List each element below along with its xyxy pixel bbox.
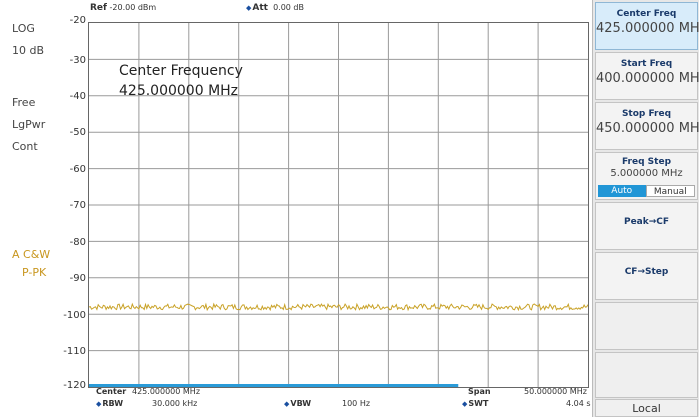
swt-value: 4.04 s [566,399,591,408]
ref-level: Ref -20.00 dBm [90,3,157,13]
local-key[interactable]: Local [595,399,698,417]
cf-to-step-key[interactable]: CF→Step [595,252,698,300]
y-tick-label: -70 [69,200,86,211]
diamond-icon: ◆ [96,400,102,408]
spectrum-graph [89,23,588,387]
span-label: Span [468,387,491,396]
cf-to-step-label: CF→Step [624,267,669,277]
empty-softkey[interactable] [595,302,698,350]
vbw: ◆VBW [284,399,312,408]
y-tick-label: -90 [69,273,86,284]
y-tick-label: -100 [63,310,86,321]
top-info-bar: Ref -20.00 dBm ◆Att 0.00 dB [62,0,592,22]
trace-line [89,302,588,312]
y-tick-label: -30 [69,55,86,66]
diamond-icon: ◆ [462,400,468,408]
left-status-panel: LOG 10 dB Free LgPwr Cont A C&W P-PK [0,0,62,417]
local-label: Local [632,402,661,415]
freq-step-key[interactable]: Freq Step 5.000000 MHz Auto Manual [595,152,698,200]
manual-option[interactable]: Manual [645,185,695,197]
marker-value: 425.000000 MHz [119,83,239,99]
center-value: 425.000000 MHz [132,387,201,396]
attenuation: ◆Att 0.00 dB [246,3,304,13]
detector-mode: LgPwr [12,118,46,131]
rbw: ◆RBW [96,399,124,408]
center-label: Center [96,387,127,396]
peak-to-cf-key[interactable]: Peak→CF [595,202,698,250]
freq-step-value: 5.000000 MHz [610,168,683,179]
stop-freq-value: 450.000000 MHz [596,121,699,136]
y-tick-label: -50 [69,127,86,138]
start-freq-value: 400.000000 MHz [596,71,699,86]
y-tick-label: -60 [69,164,86,175]
sweep-mode: Cont [12,140,38,153]
sweep-progress-bar [89,384,459,387]
scale-div: 10 dB [12,44,45,57]
trace-label: A C&W [12,248,51,261]
stop-freq-title: Stop Freq [621,109,672,119]
center-freq-title: Center Freq [616,9,677,19]
freq-step-title: Freq Step [621,157,672,167]
center-freq-key[interactable]: Center Freq 425.000000 MHz [595,2,699,50]
trace-mode: P-PK [22,266,47,279]
center-freq-value: 425.000000 MHz [596,21,699,36]
vbw-value: 100 Hz [342,399,371,408]
y-tick-label: -110 [63,346,86,357]
peak-to-cf-label: Peak→CF [623,217,670,227]
y-tick-label: -120 [63,380,86,391]
marker-title: Center Frequency [119,63,243,79]
softkey-panel: Center Freq 425.000000 MHz Start Freq 40… [592,0,699,417]
y-tick-label: -40 [69,91,86,102]
y-tick-label: -20 [69,15,86,26]
diamond-icon: ◆ [284,400,290,408]
auto-option[interactable]: Auto [598,185,646,197]
start-freq-title: Start Freq [620,59,673,69]
empty-softkey[interactable] [595,352,698,398]
rbw-value: 30.000 kHz [152,399,198,408]
y-tick-label: -80 [69,237,86,248]
trigger-mode: Free [12,96,36,109]
span-value: 50.000000 MHz [524,387,587,396]
stop-freq-key[interactable]: Stop Freq 450.000000 MHz [595,102,699,150]
swt: ◆SWT [462,399,489,408]
auto-manual-toggle[interactable]: Auto Manual [598,185,695,197]
start-freq-key[interactable]: Start Freq 400.000000 MHz [595,52,699,100]
diamond-icon: ◆ [246,4,252,12]
bottom-info-bar: Center 425.000000 MHz ◆RBW 30.000 kHz ◆V… [62,386,592,417]
spectrum-plot[interactable]: Center Frequency 425.000000 MHz [88,22,589,388]
scale-type: LOG [12,22,35,35]
